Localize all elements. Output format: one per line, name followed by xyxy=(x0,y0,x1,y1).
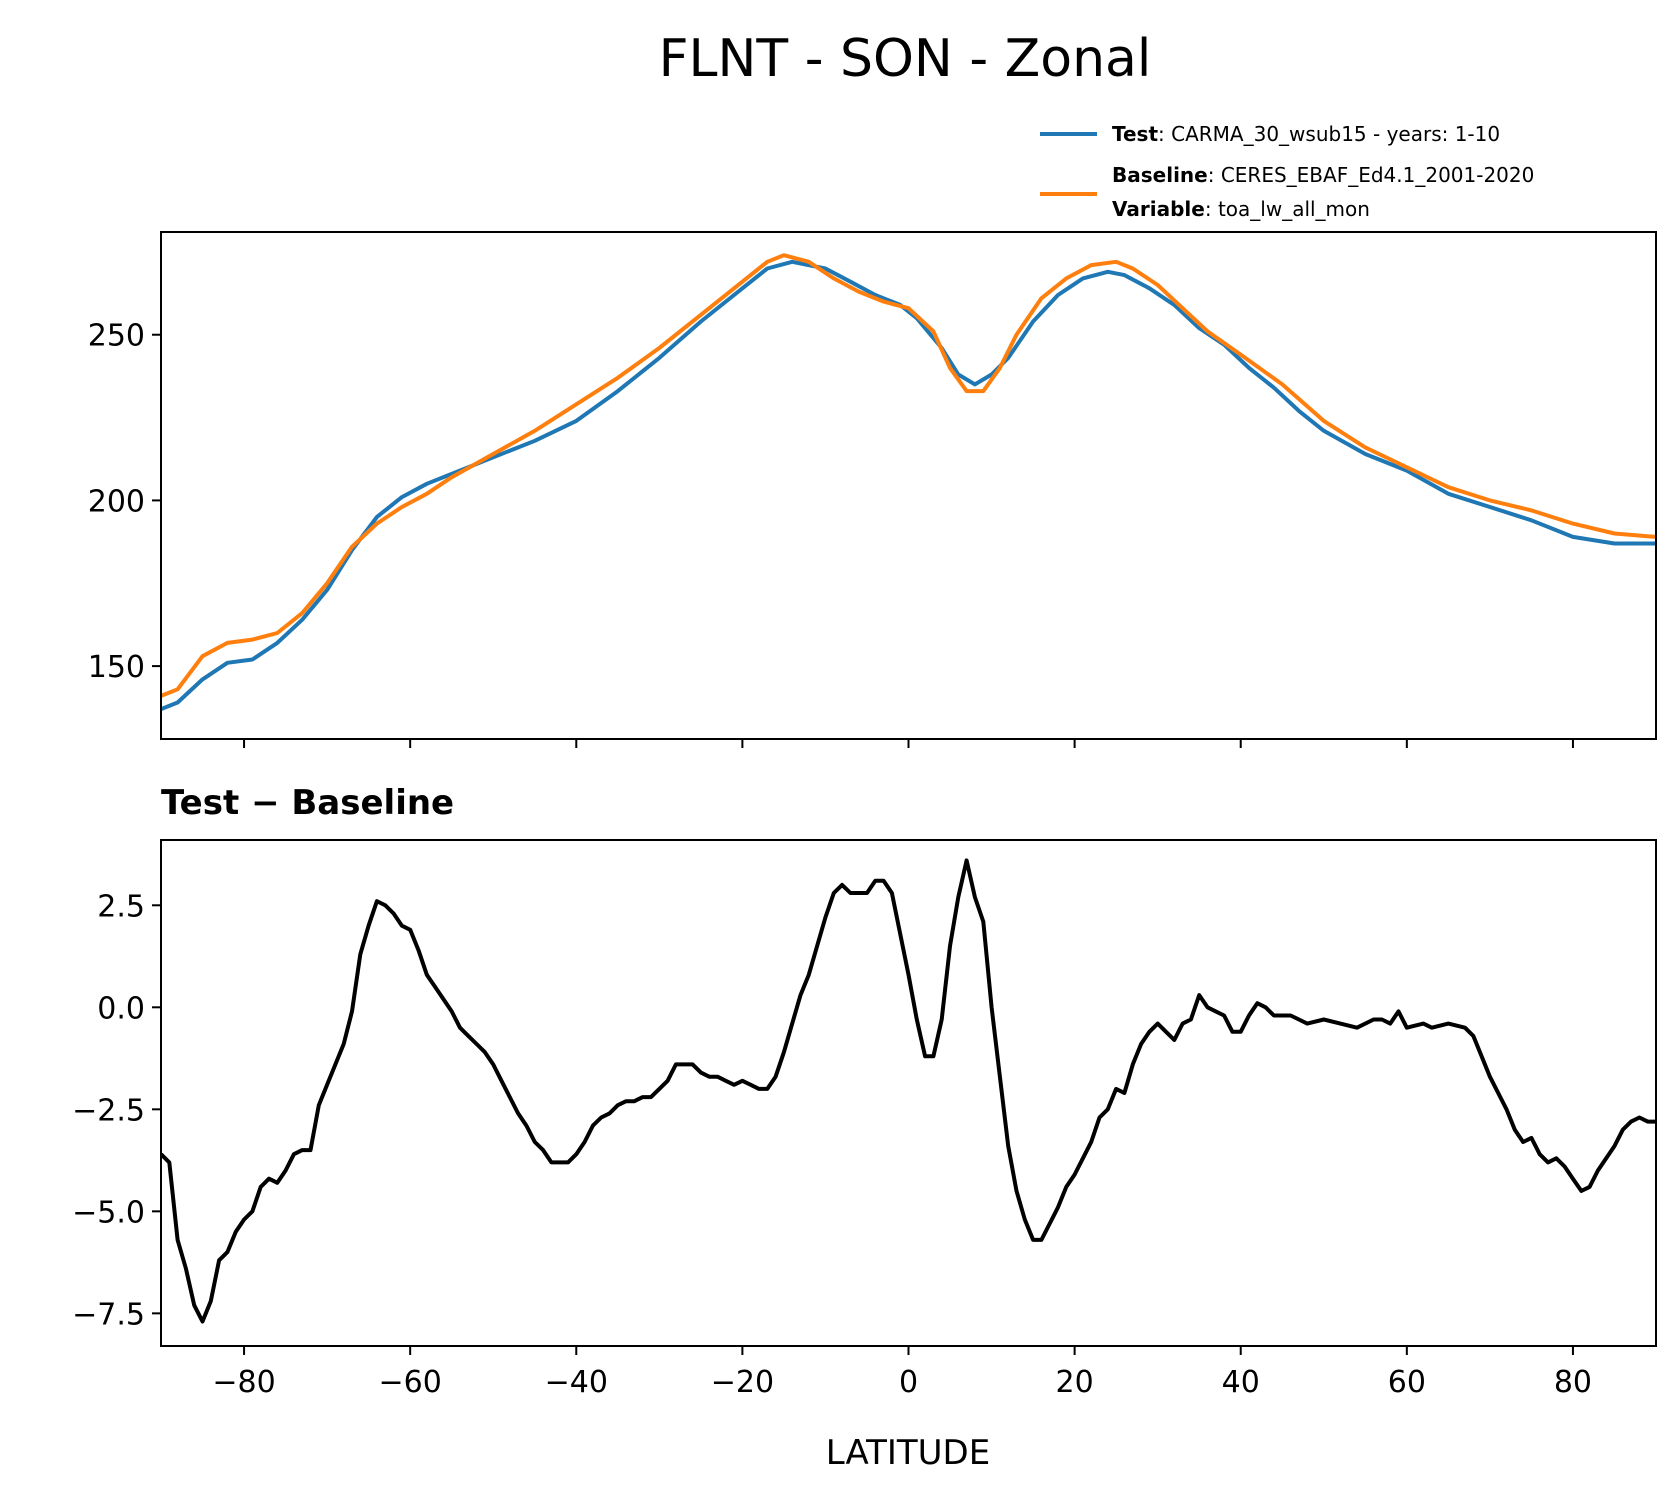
x-tick-label: 0 xyxy=(899,1365,918,1400)
y-tick-label: 250 xyxy=(88,319,145,354)
top-panel-frame xyxy=(160,231,1657,740)
baseline-series-line xyxy=(161,253,1656,698)
y-tick-label: 0.0 xyxy=(97,991,145,1026)
y-tick-label: 2.5 xyxy=(97,889,145,924)
x-axis-label: LATITUDE xyxy=(826,1433,990,1473)
legend: Test: CARMA_30_wsub15 - years: 1-10 Base… xyxy=(1040,122,1534,221)
x-tick-label: 80 xyxy=(1554,1365,1592,1400)
figure-title: FLNT - SON - Zonal xyxy=(659,29,1152,89)
legend-entry-test: Test: CARMA_30_wsub15 - years: 1-10 xyxy=(1112,122,1500,146)
x-tick-label: −20 xyxy=(711,1365,774,1400)
bottom-panel: −7.5 −5.0 −2.5 0.0 2.5 −80 −60 −40 −20 0 20 40 60 80 xyxy=(72,858,1656,1400)
x-tick-label: 40 xyxy=(1222,1365,1260,1400)
y-tick-label: 200 xyxy=(88,484,145,519)
legend-entry-baseline: Baseline: CERES_EBAF_Ed4.1_2001-2020 xyxy=(1112,163,1534,187)
x-tick-label: −80 xyxy=(212,1365,275,1400)
x-tick-label: −60 xyxy=(379,1365,442,1400)
y-tick-label: 150 xyxy=(88,650,145,685)
difference-series-line xyxy=(161,858,1656,1324)
legend-entry-variable: Variable: toa_lw_all_mon xyxy=(1112,197,1370,221)
x-tick-label: 20 xyxy=(1056,1365,1094,1400)
y-tick-label: −5.0 xyxy=(72,1195,145,1230)
test-series-line xyxy=(161,259,1656,712)
x-tick-label: −40 xyxy=(545,1365,608,1400)
x-tick-label: 60 xyxy=(1388,1365,1426,1400)
bottom-panel-title: Test − Baseline xyxy=(161,783,454,823)
bottom-panel-frame xyxy=(160,839,1657,1347)
y-tick-label: −2.5 xyxy=(72,1093,145,1128)
top-panel: 150 200 250 xyxy=(88,253,1656,748)
y-tick-label: −7.5 xyxy=(72,1297,145,1332)
